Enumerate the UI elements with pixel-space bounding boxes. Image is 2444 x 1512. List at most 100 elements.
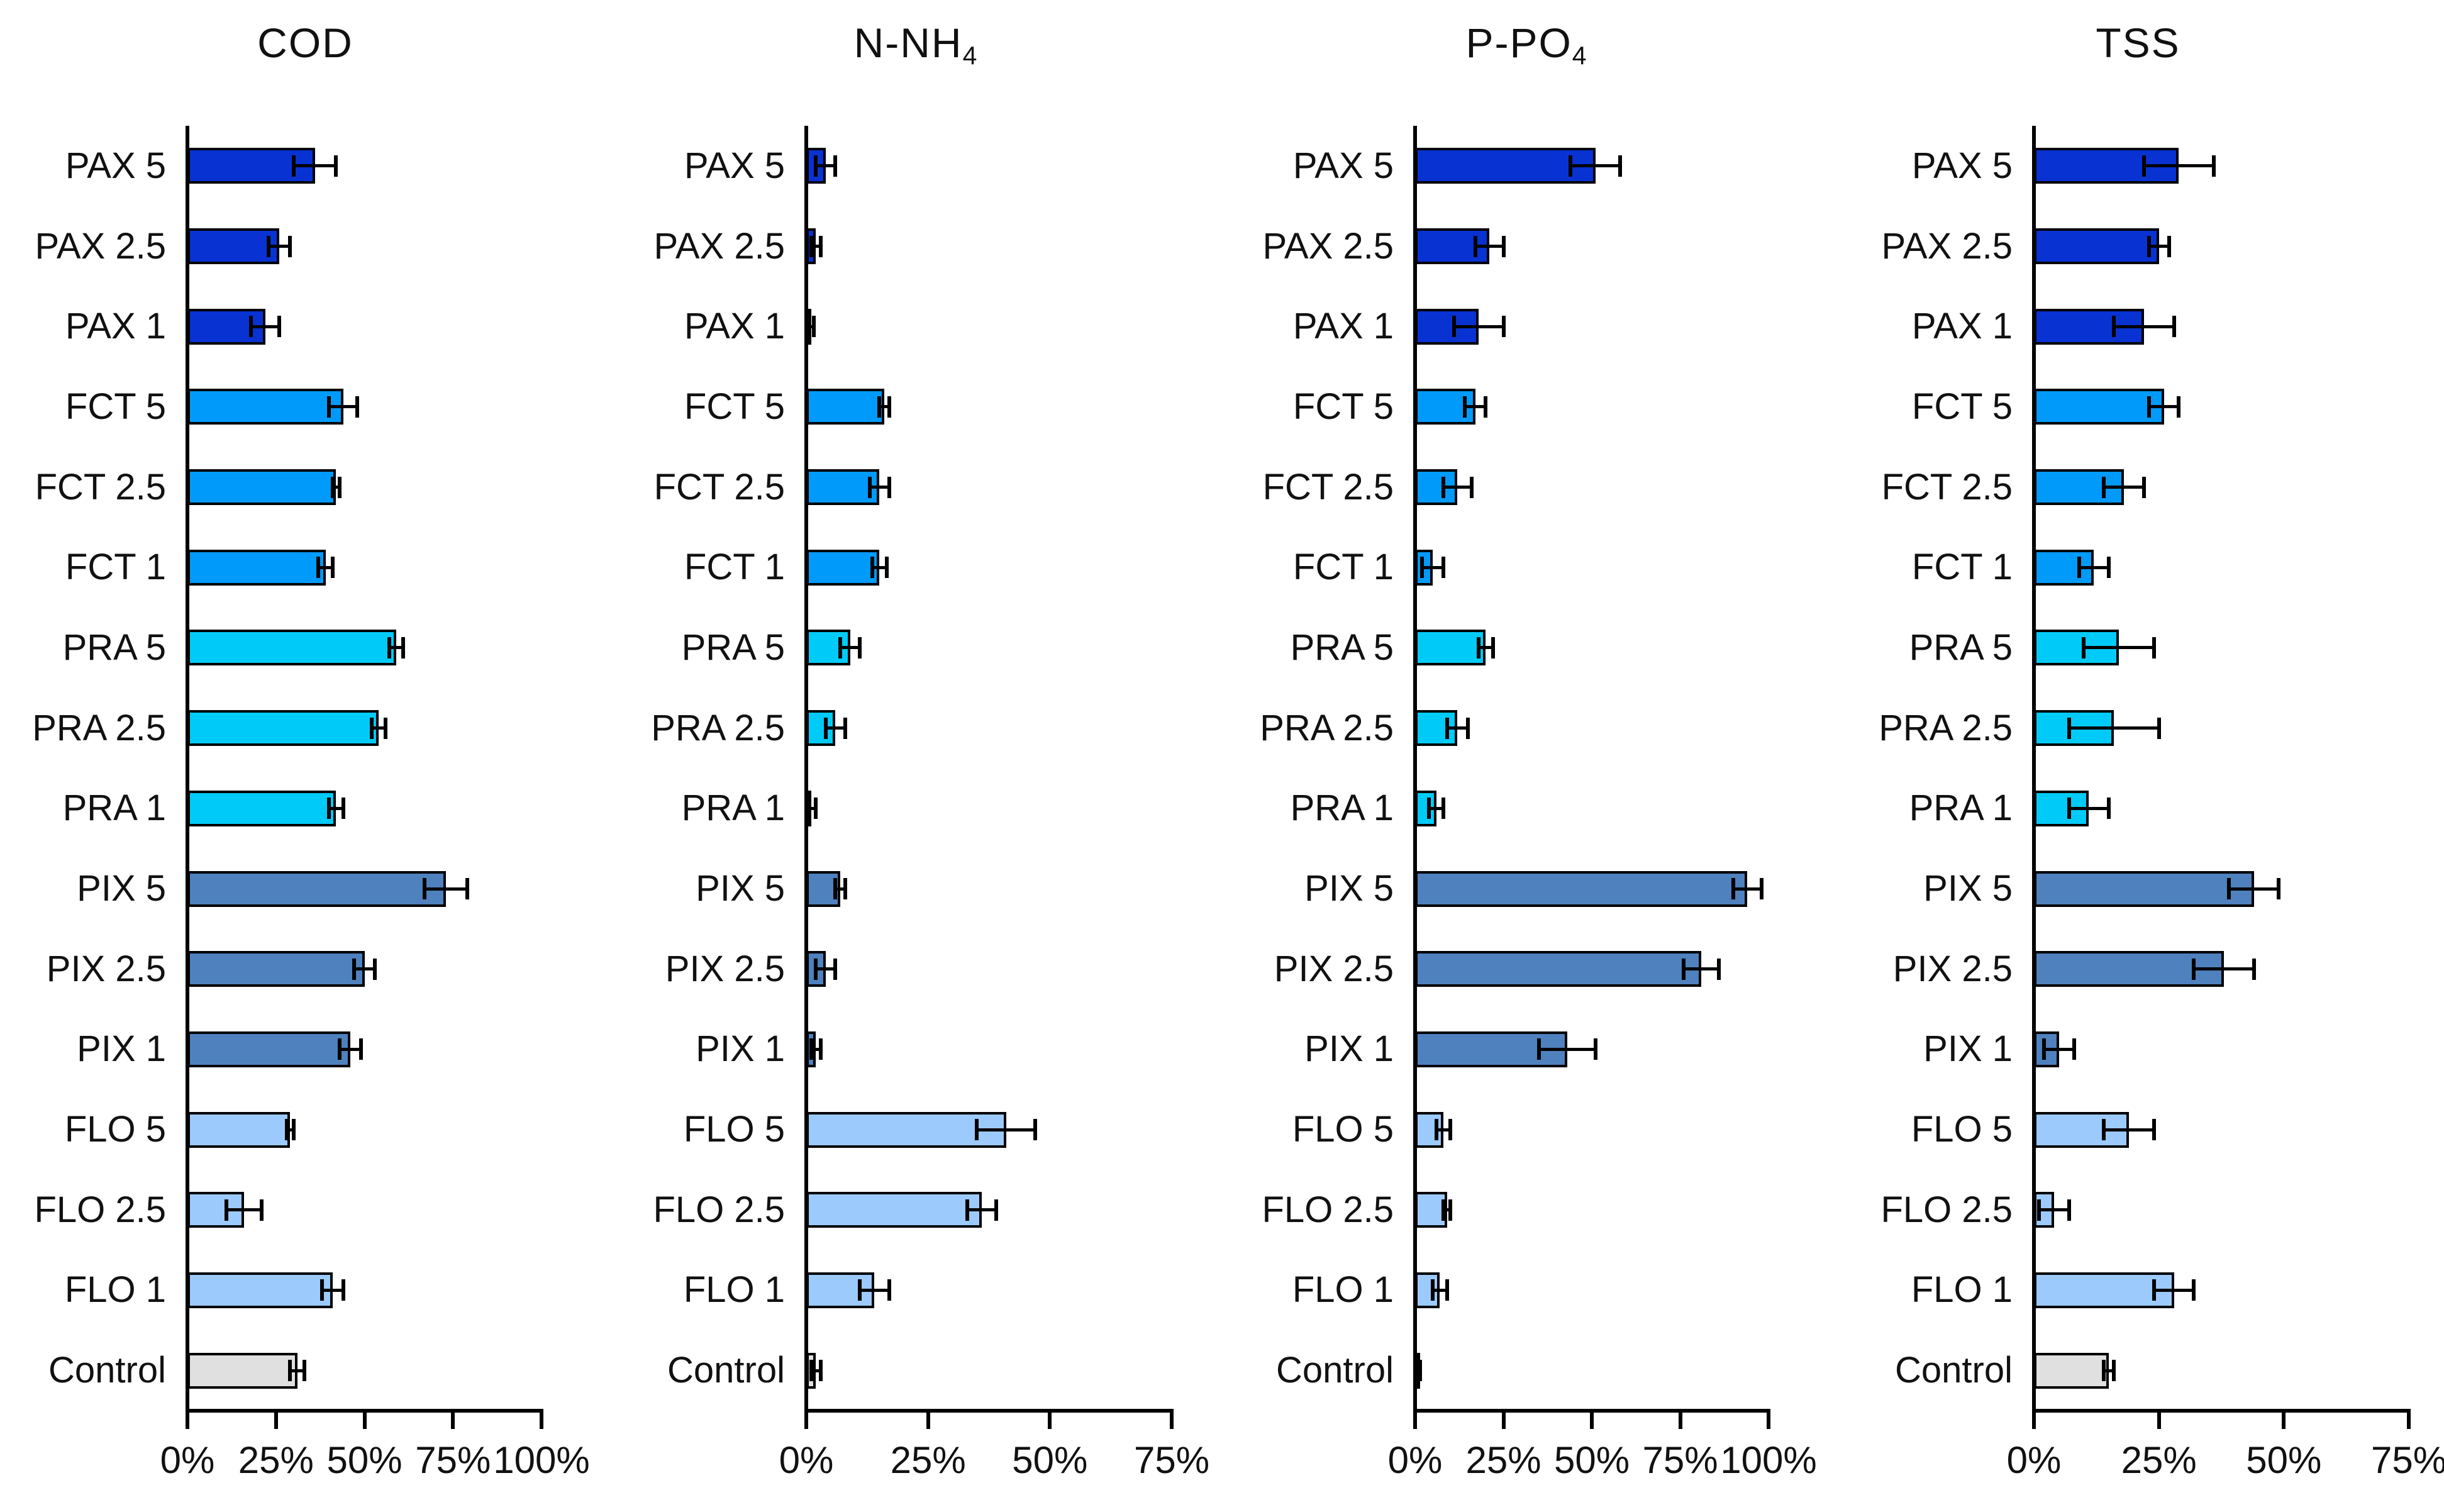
category-label: PAX 2.5 — [35, 225, 167, 267]
error-bar-cap — [833, 155, 838, 177]
error-bar-cap — [994, 1199, 999, 1221]
axis-tick-label: 50% — [1012, 1439, 1088, 1481]
bar-pix-5 — [1415, 870, 1748, 907]
error-bar-cap — [369, 717, 374, 739]
error-bar-cap — [387, 636, 391, 659]
error-bar-cap — [1431, 1279, 1435, 1301]
error-bar-cap — [814, 958, 818, 980]
category-label: PAX 1 — [1911, 306, 2013, 347]
category-label: PIX 2.5 — [1892, 948, 2013, 989]
error-bar-cap — [1759, 878, 1764, 900]
error-bar — [1433, 1288, 1447, 1292]
panel-title-subscript: 4 — [1572, 41, 1588, 70]
category-label: PAX 5 — [1292, 145, 1394, 186]
category-label: PRA 5 — [681, 626, 785, 668]
error-bar-cap — [2192, 1279, 2196, 1301]
error-bar — [816, 967, 836, 971]
error-bar — [251, 325, 280, 328]
error-bar — [2104, 1128, 2154, 1131]
category-label: FCT 1 — [684, 547, 785, 588]
error-bar — [2143, 164, 2214, 168]
category-label: FLO 2.5 — [34, 1189, 166, 1230]
bar-pax-2-5 — [187, 228, 280, 265]
error-bar-cap — [2112, 1360, 2116, 1382]
panel-title-text: P-PO — [1465, 19, 1572, 66]
error-bar-cap — [2041, 1038, 2046, 1060]
bar-pax-2-5 — [2034, 228, 2159, 265]
error-bar-cap — [316, 557, 321, 579]
category-label: FCT 1 — [1911, 547, 2013, 588]
error-bar — [1475, 245, 1504, 248]
error-bar — [860, 1288, 889, 1292]
error-bar-cap — [352, 958, 356, 980]
y-axis-line — [186, 126, 189, 1413]
category-label: FCT 5 — [684, 386, 785, 427]
error-bar — [269, 245, 291, 248]
category-label: PAX 5 — [65, 145, 166, 186]
bar-flo-2-5 — [806, 1192, 982, 1228]
error-bar-cap — [330, 476, 335, 498]
error-bar — [1429, 806, 1443, 810]
error-bar — [226, 1208, 262, 1212]
error-bar-cap — [373, 958, 377, 980]
error-bar-cap — [2067, 798, 2071, 820]
category-label: PAX 2.5 — [653, 225, 786, 267]
category-label: PRA 1 — [1909, 787, 2013, 829]
error-bar-cap — [260, 1199, 264, 1221]
axis-tick — [1678, 1413, 1682, 1429]
error-bar — [290, 1369, 304, 1372]
error-bar-cap — [401, 636, 406, 659]
category-label: Control — [1895, 1350, 2013, 1391]
error-bar-cap — [843, 878, 847, 900]
axis-tick — [926, 1413, 930, 1429]
axis-tick-label: 0% — [779, 1439, 834, 1481]
error-bar-cap — [288, 1360, 292, 1382]
error-bar — [1538, 1047, 1596, 1051]
error-bar-cap — [330, 557, 335, 579]
error-bar-cap — [1682, 958, 1686, 980]
axis-tick-label: 0% — [1387, 1439, 1443, 1481]
error-bar-cap — [819, 235, 823, 257]
error-bar — [1443, 1208, 1451, 1212]
axis-tick — [2282, 1413, 2286, 1429]
error-bar-cap — [1445, 717, 1449, 739]
bar-fct-2-5 — [806, 469, 880, 506]
error-bar — [2038, 1208, 2069, 1212]
error-bar-cap — [338, 1038, 342, 1060]
error-bar-cap — [465, 878, 469, 900]
axis-tick-label: 75% — [1133, 1439, 1210, 1481]
error-bar-cap — [1452, 316, 1456, 338]
error-bar-cap — [814, 155, 818, 177]
error-bar-cap — [2107, 557, 2111, 579]
category-label: PIX 5 — [1304, 868, 1394, 909]
error-bar — [811, 1047, 821, 1051]
category-label: FLO 5 — [1292, 1109, 1394, 1150]
category-label: FCT 2.5 — [1262, 466, 1394, 508]
panel-title-text: N-NH — [853, 19, 963, 66]
category-label: FCT 1 — [1292, 547, 1394, 588]
category-label: PIX 2.5 — [1274, 948, 1394, 989]
category-label: FCT 2.5 — [653, 466, 785, 508]
category-label: FLO 1 — [1292, 1269, 1394, 1311]
panel-title: P-PO4 — [1221, 19, 1832, 70]
axis-tick — [2407, 1413, 2411, 1429]
error-bar — [425, 887, 467, 891]
category-label: PIX 2.5 — [46, 948, 166, 989]
bar-pra-5 — [1415, 630, 1486, 666]
panel-title-subscript: 4 — [962, 41, 979, 70]
category-label: FCT 2.5 — [35, 466, 166, 508]
error-bar-cap — [2252, 958, 2256, 980]
error-bar — [1443, 486, 1472, 489]
error-bar-cap — [334, 155, 338, 177]
error-bar-cap — [1477, 636, 1481, 659]
error-bar — [816, 164, 836, 168]
bar-pix-2-5 — [1415, 951, 1702, 987]
error-bar-cap — [2072, 1038, 2076, 1060]
x-axis-line — [186, 1409, 543, 1413]
error-bar-cap — [858, 636, 862, 659]
error-bar-cap — [2152, 1279, 2156, 1301]
error-bar-cap — [1501, 235, 1506, 257]
error-bar — [1570, 164, 1620, 168]
error-bar — [840, 646, 860, 650]
category-label: PRA 2.5 — [651, 707, 785, 748]
